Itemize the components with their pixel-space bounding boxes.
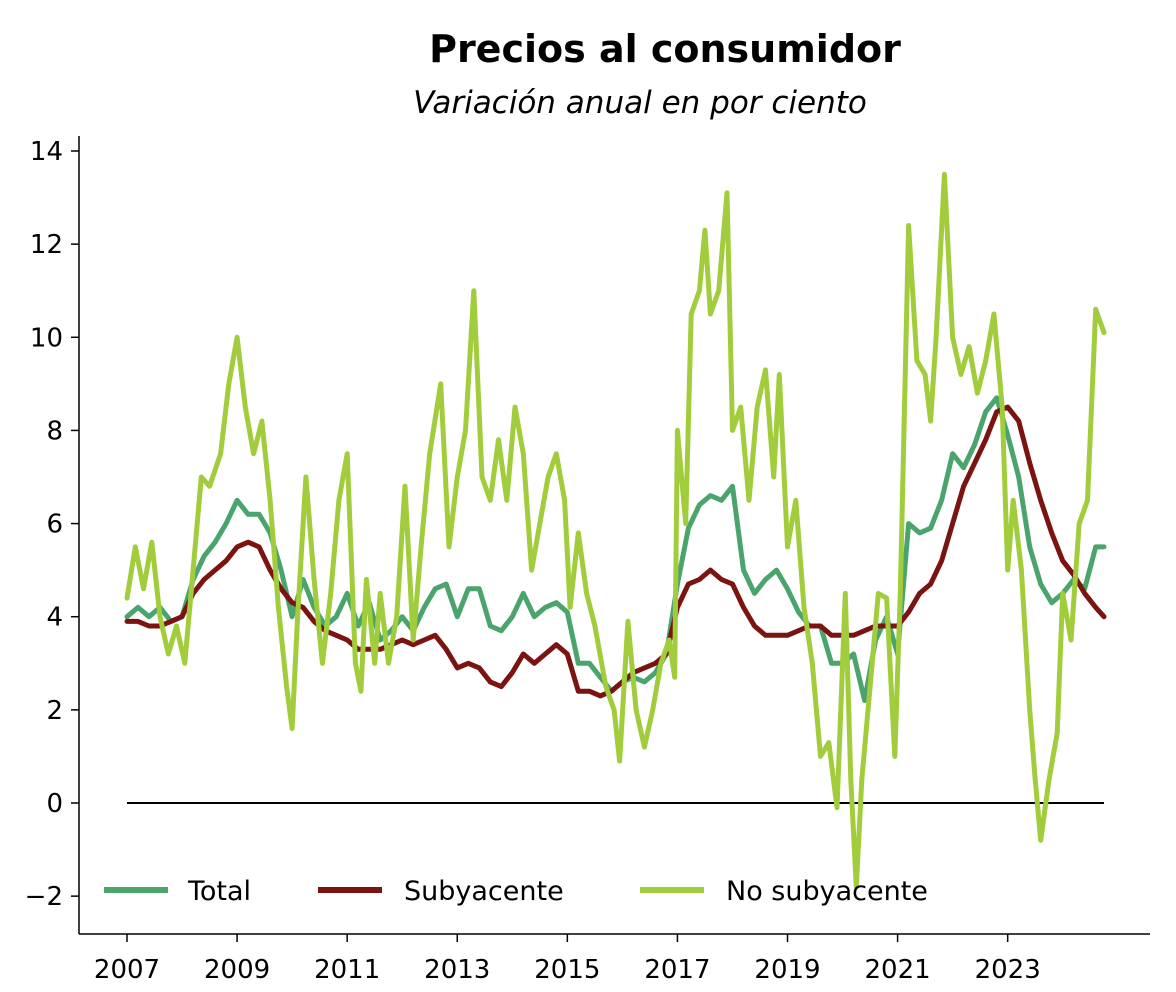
y-tick-label: 10 bbox=[30, 323, 63, 353]
x-tick-label: 2007 bbox=[94, 955, 160, 985]
x-tick-label: 2021 bbox=[865, 955, 931, 985]
x-tick-label: 2009 bbox=[204, 955, 270, 985]
y-tick-label: 12 bbox=[30, 230, 63, 260]
y-tick-label: −2 bbox=[25, 882, 63, 912]
legend-label-no-subyacente: No subyacente bbox=[726, 876, 928, 907]
x-tick-label: 2015 bbox=[534, 955, 600, 985]
chart-title: Precios al consumidor bbox=[429, 27, 901, 71]
series-line-subyacente bbox=[124, 404, 1107, 699]
chart-subtitle: Variación anual en por ciento bbox=[413, 85, 867, 121]
y-tick-label: 8 bbox=[46, 416, 63, 446]
legend: Total Subyacente No subyacente bbox=[104, 876, 928, 907]
x-axis-ticks: 2007 2009 2011 2013 2015 2017 2019 2021 2023 bbox=[94, 934, 1041, 985]
y-axis-ticks: −2 0 2 4 6 8 10 12 14 bbox=[25, 137, 79, 912]
x-tick-label: 2013 bbox=[424, 955, 490, 985]
y-tick-label: 6 bbox=[46, 510, 63, 540]
y-tick-label: 0 bbox=[46, 789, 63, 819]
y-tick-label: 2 bbox=[46, 696, 63, 726]
x-tick-label: 2019 bbox=[754, 955, 820, 985]
series-lines bbox=[124, 171, 1107, 890]
x-tick-label: 2017 bbox=[644, 955, 710, 985]
legend-label-subyacente: Subyacente bbox=[404, 876, 564, 907]
x-tick-label: 2023 bbox=[975, 955, 1041, 985]
y-tick-label: 4 bbox=[46, 603, 63, 633]
x-tick-label: 2011 bbox=[314, 955, 380, 985]
legend-label-total: Total bbox=[187, 876, 251, 907]
y-tick-label: 14 bbox=[30, 137, 63, 167]
series-line-no-subyacente bbox=[124, 171, 1107, 890]
